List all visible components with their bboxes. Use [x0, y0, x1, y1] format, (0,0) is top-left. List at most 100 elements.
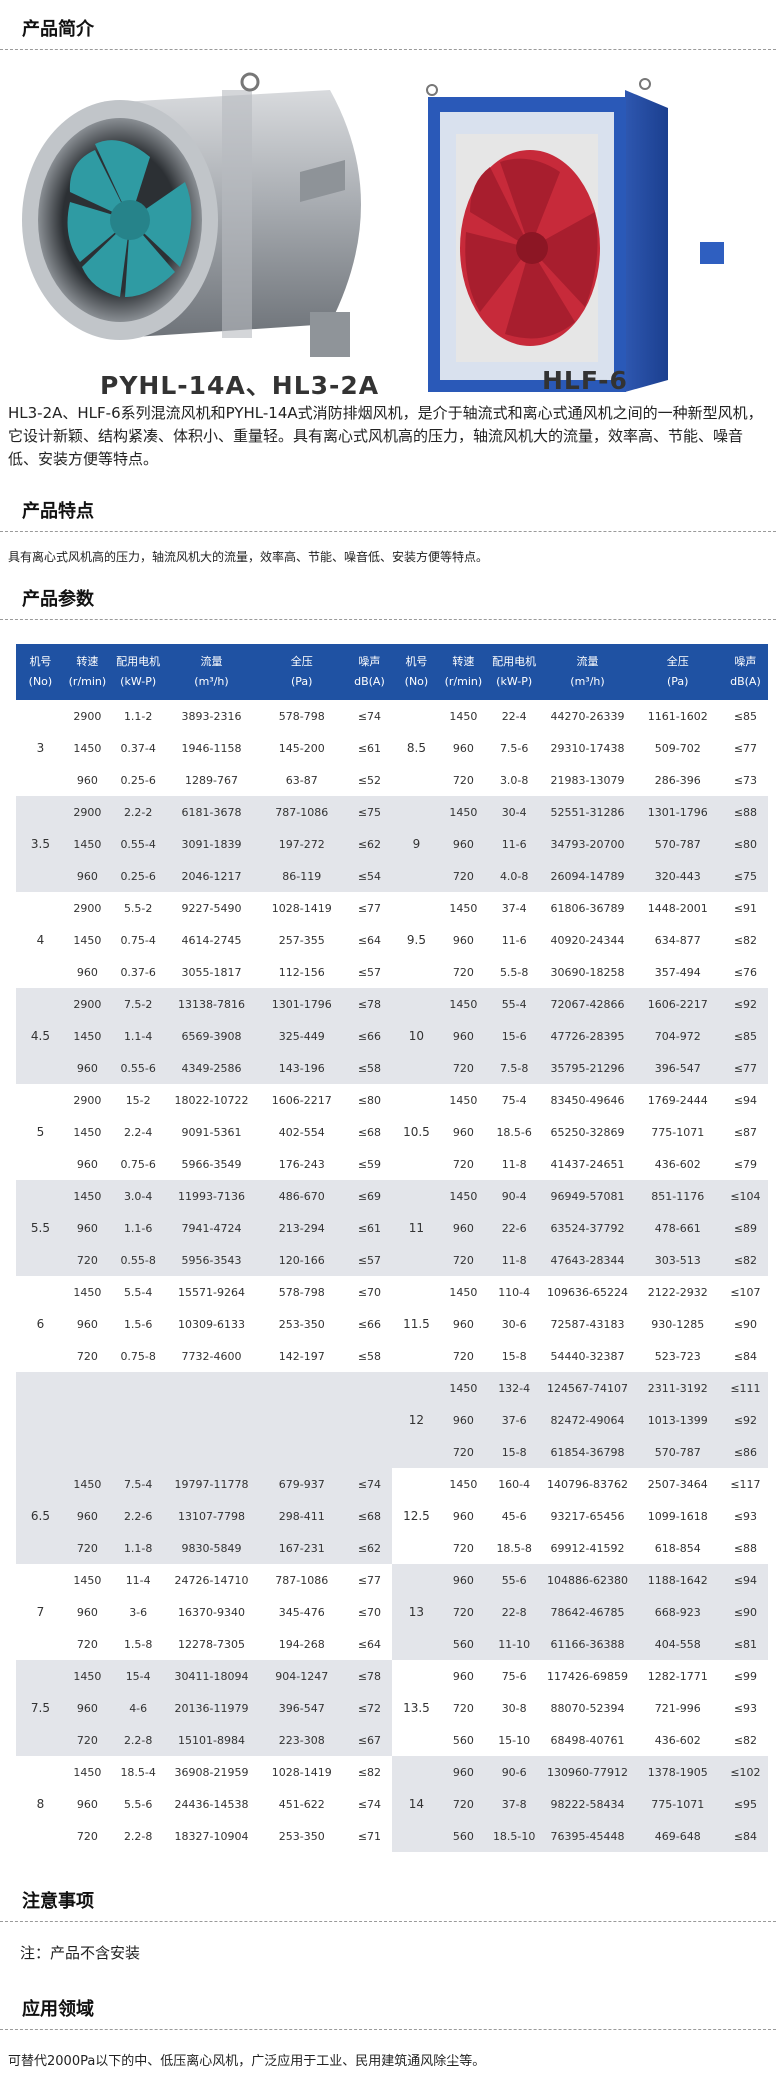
cell-noise: ≤75: [722, 860, 768, 892]
cell-flow: 7941-4724: [166, 1212, 257, 1244]
cell-motor: 4.0-8: [485, 860, 543, 892]
cell-speed: 720: [64, 1724, 110, 1756]
header-pressure: 全压 (Pa): [632, 644, 723, 700]
cell-noise: ≤64: [357, 933, 382, 947]
cell-speed: 560: [440, 1628, 486, 1660]
table-row: 960 0.25-6 2046-1217 86-119 ≤54: [16, 860, 392, 892]
cell-noise: ≤62: [346, 1532, 392, 1564]
cell-flow: 140796-83762: [547, 1477, 628, 1491]
cell-pressure: 1188-1642: [632, 1564, 723, 1596]
table-row: 720 5.5-8 30690-18258 357-494 ≤76: [392, 956, 768, 988]
blank-cell: [16, 1372, 392, 1468]
table-row: 4 2900 5.5-2 9227-5490 1028-1419 ≤77: [16, 892, 392, 948]
cell-noise: ≤93: [733, 1701, 758, 1715]
cell-speed: 2900: [73, 1093, 102, 1107]
section-title-intro: 产品简介: [0, 8, 776, 50]
cell-speed: 720: [452, 1349, 474, 1363]
cell-pressure: 303-513: [632, 1244, 723, 1276]
cell-pressure: 142-197: [278, 1349, 325, 1363]
cell-flow: 15101-8984: [166, 1724, 257, 1756]
cell-model-no: 13: [392, 1564, 441, 1660]
cell-pressure: 1028-1419: [271, 901, 332, 915]
cell-speed: 1450: [449, 709, 478, 723]
table-row: 720 37-8 98222-58434 775-1071 ≤95: [392, 1788, 768, 1820]
cell-flow: 61806-36789: [550, 901, 625, 915]
features-paragraph: 具有离心式风机高的压力，轴流风机大的流量，效率高、节能、噪音低、安装方便等特点。: [8, 550, 489, 564]
cell-noise: ≤93: [733, 1509, 758, 1523]
application-paragraph: 可替代2000Pa以下的中、低压离心风机，广泛应用于工业、民用建筑通风除尘等。: [8, 2054, 486, 2069]
cell-pressure: 668-923: [632, 1596, 723, 1628]
cell-pressure: 1161-1602: [647, 709, 708, 723]
cell-model-no: 10: [392, 988, 441, 1084]
table-row: 720 3.0-8 21983-13079 286-396 ≤73: [392, 764, 768, 796]
cell-flow: 98222-58434: [542, 1788, 633, 1820]
cell-pressure: 176-243: [278, 1157, 325, 1171]
cell-motor: 3.0-4: [109, 1180, 167, 1212]
table-row: 720 18.5-8 69912-41592 618-854 ≤88: [392, 1532, 768, 1564]
cell-model-no: 11.5: [403, 1317, 430, 1331]
table-row: 1450 1.1-4 6569-3908 325-449 ≤66: [16, 1020, 392, 1052]
cell-flow: 18022-10722: [174, 1093, 249, 1107]
params-table-left: 机号 (No) 转速 (r/min) 配用电机 (kW-P) 流量 (m³/h) 全压(…: [16, 644, 392, 1852]
cell-flow: 10309-6133: [178, 1317, 245, 1331]
section-title-features-text: 产品特点: [22, 501, 94, 522]
cell-speed: 1450: [64, 1020, 110, 1052]
table-row: 4.5 2900 7.5-2 13138-7816 1301-1796 ≤78: [16, 988, 392, 1084]
cell-flow: 3055-1817: [181, 965, 242, 979]
cell-speed: 720: [452, 1157, 474, 1171]
cell-speed: 960: [64, 1500, 110, 1532]
cell-speed: 960: [452, 1669, 474, 1683]
cell-noise: ≤66: [357, 1317, 382, 1331]
table-row: 960 0.37-6 3055-1817 112-156 ≤57: [16, 956, 392, 988]
cell-speed: 720: [76, 1829, 98, 1843]
cell-speed: 960: [452, 933, 474, 947]
cell-noise: ≤81: [722, 1628, 768, 1660]
table-row: 9 1450 30-4 52551-31286 1301-1796 ≤88: [392, 796, 768, 892]
table-row: 720 0.55-8 5956-3543 120-166 ≤57: [16, 1244, 392, 1276]
cell-noise: ≤57: [346, 1244, 392, 1276]
cell-flow: 47726-28395: [542, 1020, 633, 1052]
cell-noise: ≤77: [733, 741, 758, 755]
cell-noise: ≤92: [722, 1404, 768, 1436]
cell-noise: ≤77: [357, 901, 382, 915]
cell-noise: ≤82: [357, 1765, 382, 1779]
table-row: 1450 0.55-4 3091-1839 197-272 ≤62: [16, 828, 392, 860]
cell-pressure: 436-602: [654, 1157, 701, 1171]
cell-flow: 72067-42866: [542, 988, 633, 1020]
cell-noise: ≤64: [357, 1637, 382, 1651]
cell-noise: ≤62: [346, 828, 392, 860]
cell-noise: ≤88: [722, 796, 768, 828]
cell-pressure: 253-350: [278, 1829, 325, 1843]
cell-speed: 960: [76, 965, 98, 979]
header-speed: 转速 (r/min): [64, 644, 110, 700]
cell-speed: 1450: [440, 1372, 486, 1404]
cell-noise: ≤74: [357, 1797, 382, 1811]
cell-speed: 2900: [64, 988, 110, 1020]
cell-pressure: 578-798: [278, 1285, 325, 1299]
table-row: 8 1450 18.5-4 36908-21959 1028-1419 ≤82: [16, 1756, 392, 1812]
cell-motor: 18.5-8: [496, 1541, 532, 1555]
cell-speed: 720: [440, 1788, 486, 1820]
table-row: 960 7.5-6 29310-17438 509-702 ≤77: [392, 732, 768, 764]
table-header-row: 机号 (No) 转速 (r/min) 配用电机 (kW-P) 流量 (m³/h) 全压(…: [392, 644, 768, 700]
cell-speed: 1450: [73, 1765, 102, 1779]
cell-model-no: 8.5: [406, 741, 426, 755]
cell-noise: ≤90: [733, 1317, 758, 1331]
cell-flow: 63524-37792: [542, 1212, 633, 1244]
cell-motor: 0.25-6: [109, 860, 167, 892]
section-title-params: 产品参数: [0, 578, 776, 620]
table-row: 13.5 960 75-6 117426-69859 1282-1771 ≤99: [392, 1660, 768, 1716]
cell-motor: 132-4: [485, 1372, 543, 1404]
cell-pressure: 396-547: [632, 1052, 723, 1084]
table-row: 560 11-10 61166-36388 404-558 ≤81: [392, 1628, 768, 1660]
table-row: 960 11-6 40920-24344 634-877 ≤82: [392, 924, 768, 956]
cell-pressure: 223-308: [256, 1724, 347, 1756]
cell-noise: ≤78: [346, 1660, 392, 1692]
cell-noise: ≤92: [722, 988, 768, 1020]
cell-flow: 130960-77912: [542, 1756, 633, 1788]
table-row: 720 1.1-8 9830-5849 167-231 ≤62: [16, 1532, 392, 1564]
cell-pressure: 86-119: [256, 860, 347, 892]
cell-flow: 4349-2586: [166, 1052, 257, 1084]
cell-flow: 109636-65224: [547, 1285, 628, 1299]
cell-flow: 54440-32387: [550, 1349, 625, 1363]
